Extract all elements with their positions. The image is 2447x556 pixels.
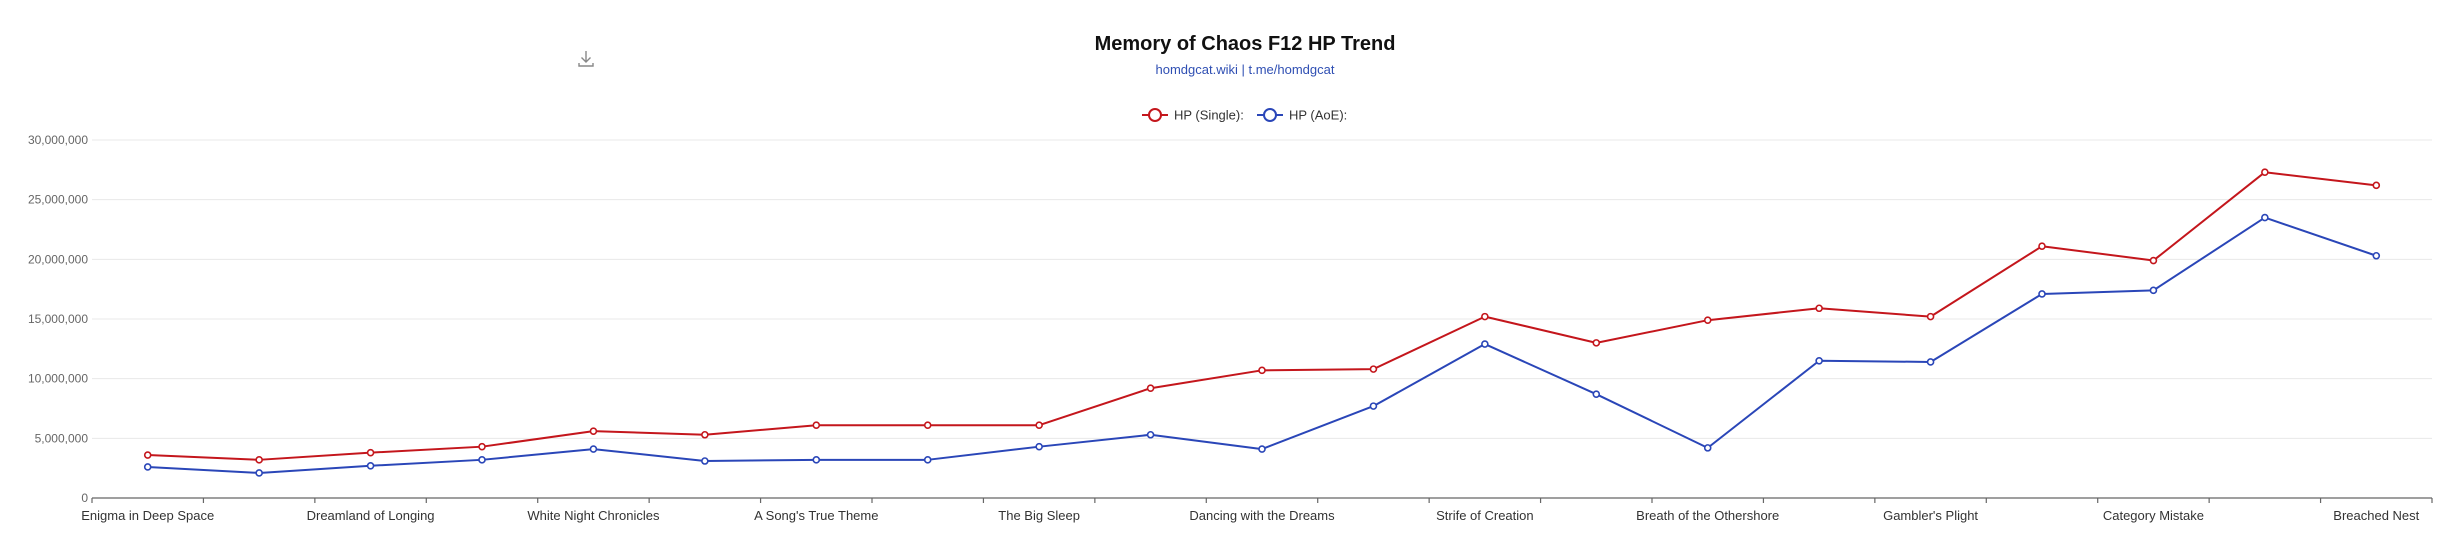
data-point[interactable]	[2261, 168, 2269, 177]
data-point[interactable]	[812, 421, 821, 430]
data-point[interactable]	[366, 461, 375, 470]
y-tick-label: 15,000,000	[28, 312, 88, 326]
y-tick-label: 30,000,000	[28, 133, 88, 147]
y-tick-label: 20,000,000	[28, 252, 88, 266]
data-point[interactable]	[143, 451, 152, 459]
x-tick-label: Strife of Creation	[1436, 508, 1534, 523]
axes: 0 5,000,000 10,000,000 15,000,000 20,000,000…	[28, 133, 2433, 523]
data-point[interactable]	[2261, 213, 2269, 222]
legend: HP (Single): HP (AoE):	[1142, 108, 1347, 123]
data-point[interactable]	[255, 469, 263, 477]
download-icon[interactable]	[574, 46, 598, 70]
data-point[interactable]	[143, 463, 152, 471]
x-tick-label: Dreamland of Longing	[307, 508, 435, 523]
x-tick-label: Gambler's Plight	[1883, 508, 1978, 523]
data-point[interactable]	[589, 427, 598, 435]
data-point[interactable]	[1703, 444, 1712, 452]
data-point[interactable]	[701, 457, 709, 465]
data-point[interactable]	[366, 448, 375, 457]
legend-marker	[1263, 108, 1277, 122]
legend-label: HP (AoE):	[1289, 108, 1347, 123]
x-tick-label: A Song's True Theme	[754, 508, 878, 523]
grid-lines	[92, 139, 2432, 439]
data-point[interactable]	[1815, 356, 1823, 365]
data-point[interactable]	[1703, 316, 1712, 324]
x-tick-label: Category Mistake	[2103, 508, 2204, 523]
data-point[interactable]	[1258, 366, 1266, 375]
y-tick-label: 10,000,000	[28, 372, 88, 386]
legend-label: HP (Single):	[1174, 108, 1244, 123]
x-tick-label: Dancing with the Dreams	[1189, 508, 1335, 523]
data-point[interactable]	[2372, 251, 2381, 260]
y-tick-label: 0	[81, 491, 88, 505]
series-layer	[143, 168, 2381, 477]
y-tick-label: 5,000,000	[35, 431, 89, 445]
data-point[interactable]	[2372, 181, 2381, 190]
x-tick-label: Breached Nest	[2333, 508, 2419, 523]
data-point[interactable]	[1146, 430, 1155, 439]
y-tick-label: 25,000,000	[28, 193, 88, 207]
data-point[interactable]	[1369, 365, 1378, 373]
x-tick-label: White Night Chronicles	[527, 508, 660, 523]
data-point[interactable]	[812, 456, 821, 464]
data-point[interactable]	[1146, 384, 1155, 393]
data-point[interactable]	[1035, 442, 1043, 451]
data-point[interactable]	[1035, 421, 1043, 430]
data-point[interactable]	[923, 421, 932, 430]
data-point[interactable]	[1815, 304, 1823, 313]
data-point[interactable]	[255, 456, 263, 464]
data-point[interactable]	[1592, 390, 1601, 398]
legend-item-aoe[interactable]: HP (AoE):	[1257, 108, 1347, 123]
series-line-aoe	[147, 216, 2377, 474]
x-tick-label: The Big Sleep	[998, 508, 1080, 523]
data-point[interactable]	[701, 430, 709, 439]
series-line-single	[147, 171, 2377, 461]
data-point[interactable]	[478, 456, 486, 464]
data-point[interactable]	[1481, 340, 1489, 348]
data-point[interactable]	[2149, 256, 2158, 265]
data-point[interactable]	[589, 445, 598, 453]
data-point[interactable]	[1926, 312, 1935, 321]
data-point[interactable]	[2038, 242, 2046, 251]
data-point[interactable]	[2149, 286, 2158, 295]
chart-title: Memory of Chaos F12 HP Trend	[1095, 33, 1396, 55]
data-point[interactable]	[2038, 290, 2046, 298]
data-point[interactable]	[1258, 445, 1266, 453]
x-tick-label: Breath of the Othershore	[1636, 508, 1779, 523]
chart-subtitle: homdgcat.wiki | t.me/homdgcat	[1156, 62, 1335, 77]
data-point[interactable]	[1592, 339, 1601, 347]
legend-item-single[interactable]: HP (Single):	[1142, 108, 1244, 123]
data-point[interactable]	[1481, 312, 1489, 321]
legend-marker	[1148, 108, 1162, 122]
data-point[interactable]	[478, 442, 486, 451]
x-tick-label: Enigma in Deep Space	[81, 508, 214, 523]
data-point[interactable]	[923, 456, 932, 464]
data-point[interactable]	[1369, 402, 1378, 410]
data-point[interactable]	[1926, 358, 1935, 366]
